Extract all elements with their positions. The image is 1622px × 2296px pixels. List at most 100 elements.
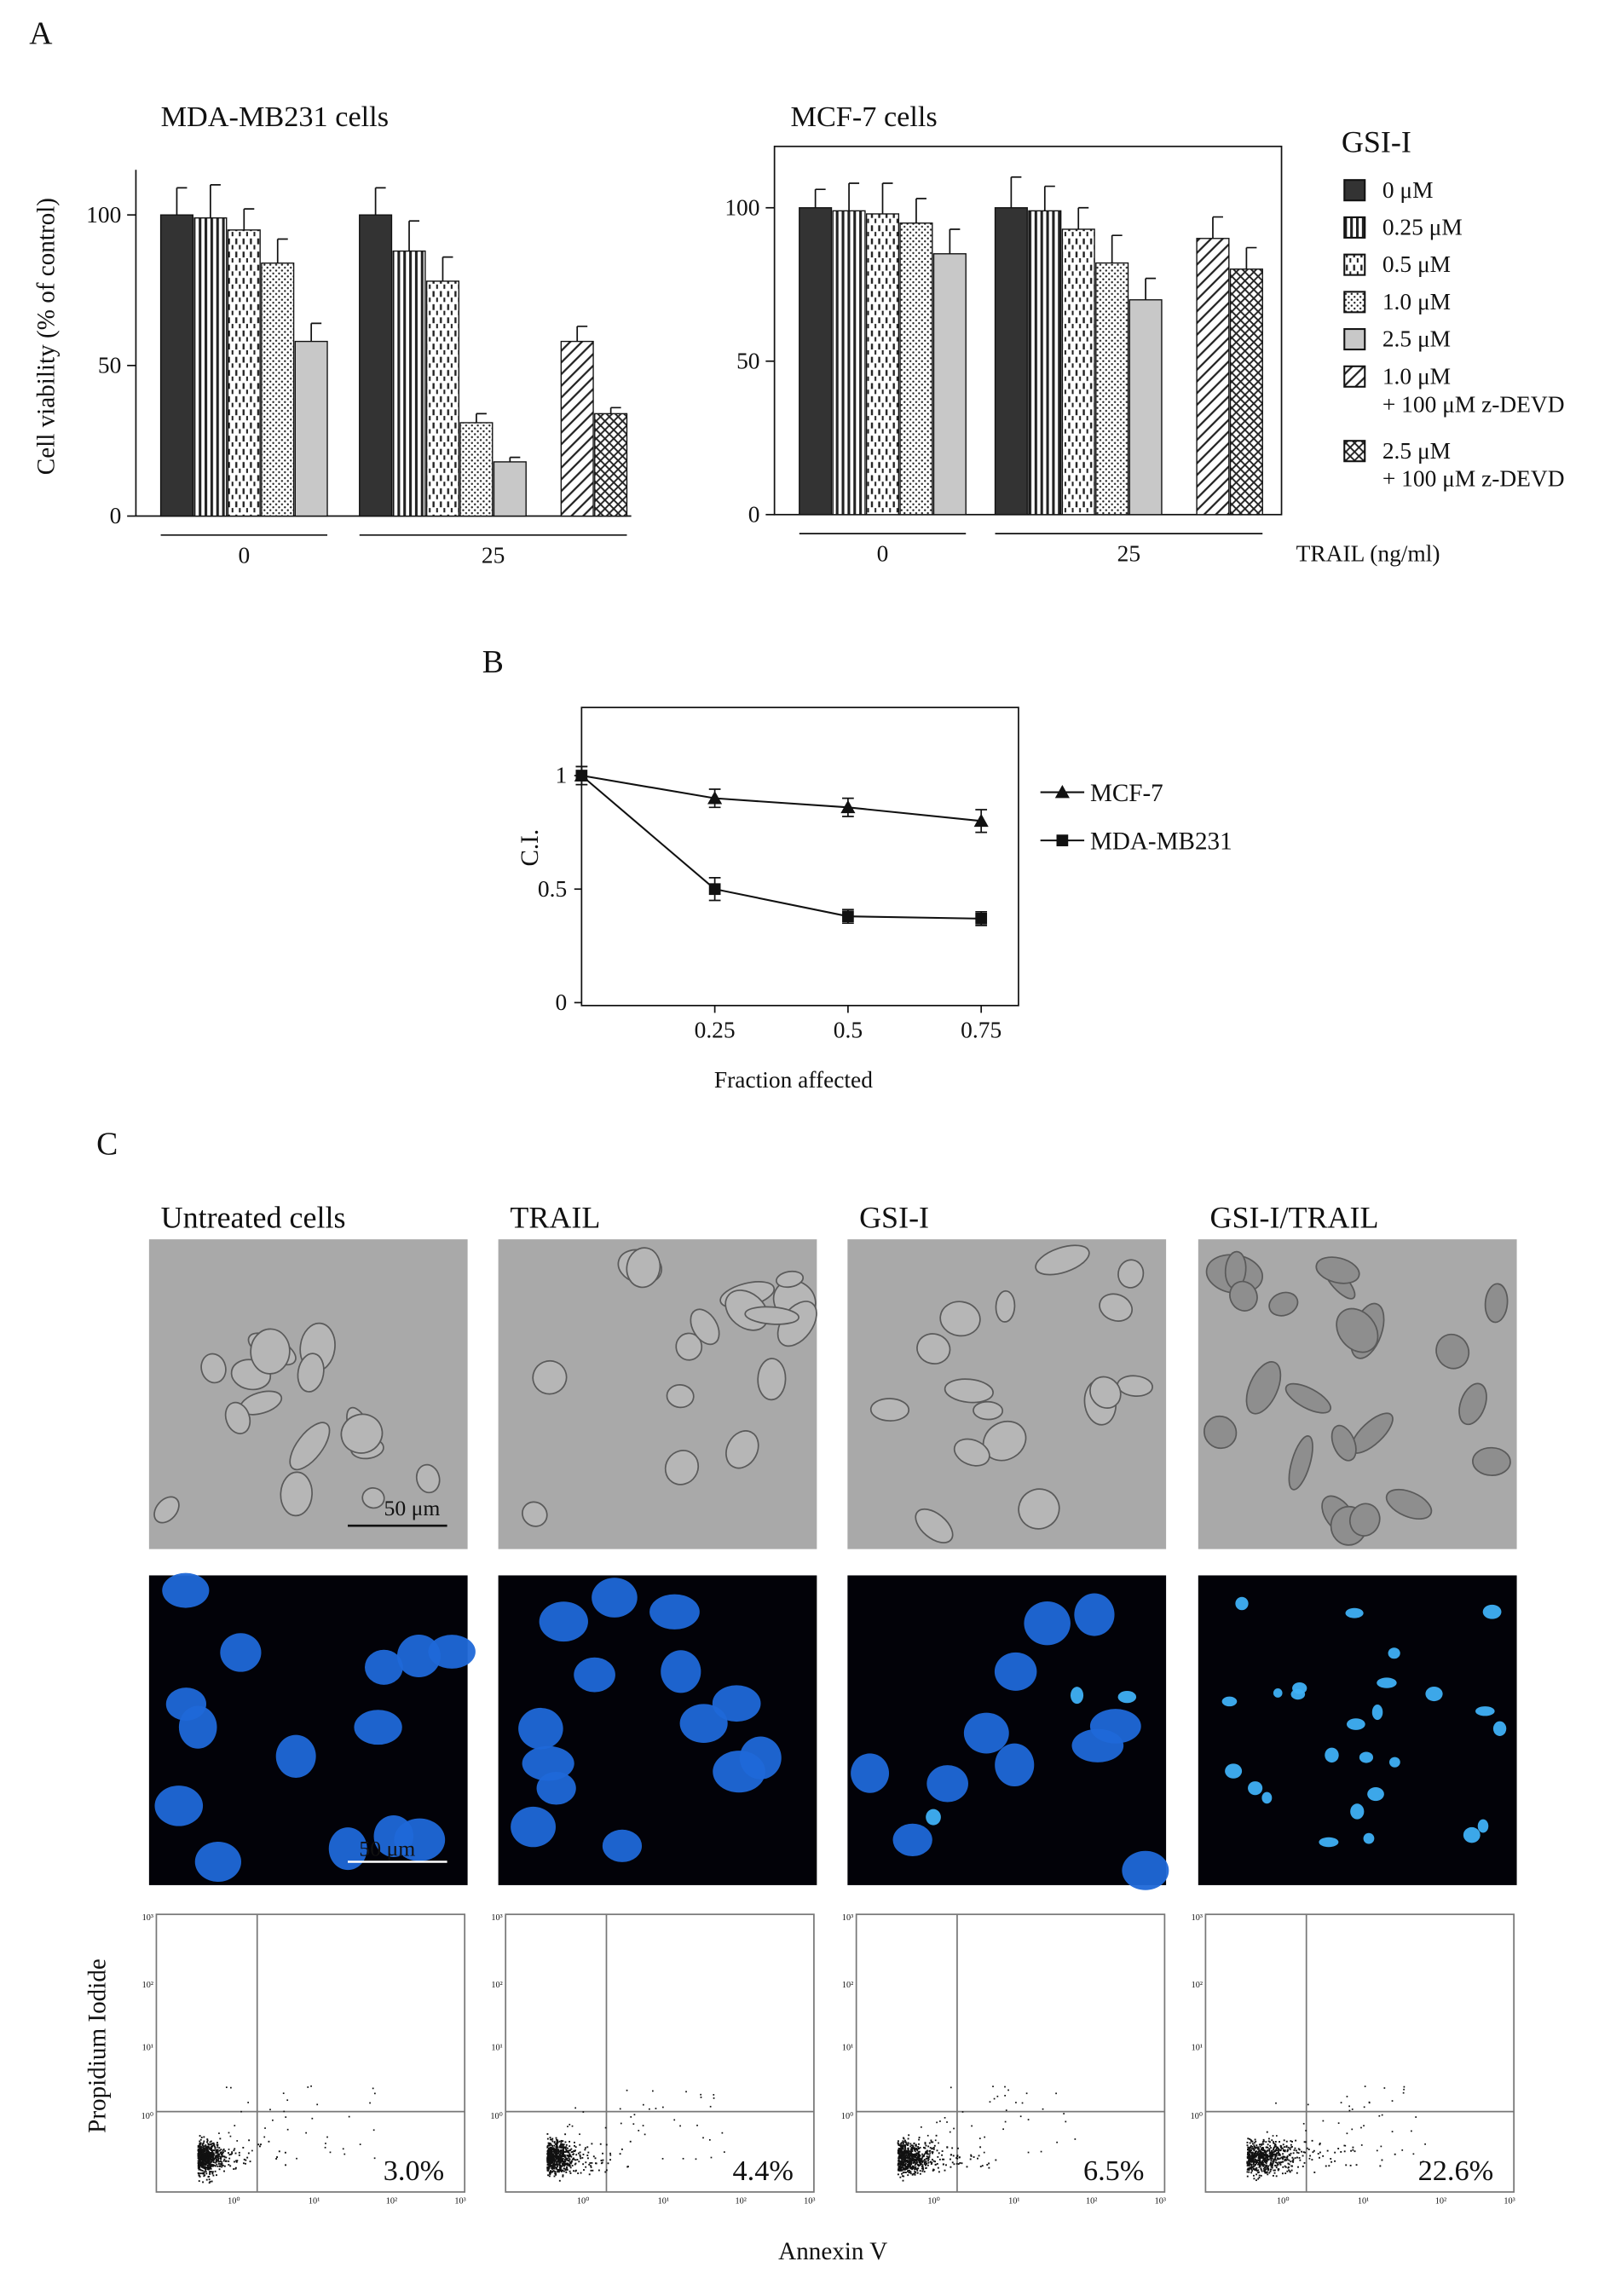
event-dot [606,2144,608,2146]
flow-x-tick-label: 10⁰ [1277,2197,1289,2207]
event-dot [1267,2155,1269,2157]
panel-label: B [482,644,504,680]
event-dot [1382,2114,1383,2116]
nucleus [1389,1757,1400,1768]
y-axis-label: C.I. [517,829,544,867]
event-dot [546,2133,548,2135]
event-dot [1413,2153,1415,2155]
panel-label: C [96,1127,118,1162]
event-dot [581,2157,583,2159]
event-dot [211,2160,213,2161]
event-dot [926,2158,927,2160]
flow-x-tick-label: 10³ [1504,2197,1515,2207]
nucleus [1325,1748,1338,1763]
event-dot [1246,2171,1248,2172]
event-dot [1247,2165,1249,2166]
event-dot [904,2148,906,2149]
event-dot [549,2172,551,2173]
event-dot [343,2148,344,2149]
event-dot [1292,2161,1294,2163]
event-dot [547,2145,549,2147]
event-dot [1270,2147,1272,2149]
event-dot [921,2166,923,2167]
event-dot [558,2151,560,2153]
event-dot [206,2161,208,2163]
event-dot [1309,2155,1311,2157]
event-dot [200,2149,202,2150]
event-dot [213,2143,215,2145]
event-dot [939,2159,941,2160]
event-dot [1360,2127,1362,2129]
event-dot [944,2170,946,2172]
event-dot [1363,2125,1365,2126]
event-dot [555,2164,557,2166]
event-dot [926,2145,927,2147]
event-dot [904,2155,906,2157]
event-dot [219,2165,221,2166]
event-dot [1334,2160,1336,2162]
event-dot [573,2170,574,2172]
event-dot [233,2168,234,2170]
event-dot [549,2145,551,2147]
event-dot [621,2149,623,2150]
event-dot [1288,2166,1290,2168]
event-dot [198,2155,199,2156]
event-dot [1276,2166,1278,2168]
event-dot [1250,2145,1252,2147]
error-bar [577,326,587,342]
event-dot [203,2136,205,2137]
event-dot [1278,2155,1279,2156]
event-dot [217,2158,219,2160]
event-dot [546,2159,548,2160]
event-dot [1377,2150,1378,2152]
event-dot [1260,2156,1261,2158]
event-dot [962,2111,964,2113]
event-dot [550,2159,551,2160]
event-dot [1253,2165,1255,2166]
event-dot [1248,2172,1250,2173]
cell [870,1399,909,1422]
event-dot [585,2147,586,2149]
event-dot [1247,2149,1249,2151]
marker [1057,834,1069,846]
event-dot [207,2156,209,2158]
event-dot [903,2172,905,2173]
event-dot [1424,2143,1426,2145]
event-dot [898,2140,899,2142]
event-dot [205,2167,206,2169]
flow-y-axis-label: Propidium Iodide [84,1959,111,2133]
event-dot [205,2157,206,2159]
event-dot [901,2144,903,2146]
bar [295,342,327,516]
event-dot [984,2152,985,2154]
event-dot [554,2142,556,2143]
event-dot [929,2150,931,2152]
event-dot [316,2103,318,2105]
event-dot [1352,2147,1354,2149]
event-dot [1257,2172,1259,2173]
event-dot [992,2085,994,2087]
event-dot [655,2108,657,2109]
event-dot [923,2147,925,2149]
event-dot [561,2147,563,2149]
event-dot [202,2181,204,2183]
nucleus [1364,1833,1375,1844]
event-dot [910,2150,912,2152]
event-dot [915,2174,916,2176]
y-tick-label: 0 [110,503,122,528]
event-dot [563,2155,564,2157]
event-dot [285,2164,286,2166]
event-dot [203,2145,205,2147]
event-dot [248,2139,250,2141]
event-dot [904,2168,906,2170]
error-bar [1011,177,1021,208]
event-dot [587,2152,589,2154]
event-dot [979,2137,981,2139]
event-dot [967,2166,968,2167]
event-dot [1265,2172,1267,2173]
event-dot [305,2132,307,2134]
event-dot [1247,2156,1249,2158]
event-dot [946,2121,948,2123]
event-dot [921,2168,923,2170]
event-dot [1273,2175,1274,2177]
